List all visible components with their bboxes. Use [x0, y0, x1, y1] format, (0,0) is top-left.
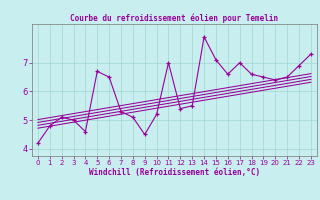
Title: Courbe du refroidissement éolien pour Temelin: Courbe du refroidissement éolien pour Te…: [70, 14, 278, 23]
X-axis label: Windchill (Refroidissement éolien,°C): Windchill (Refroidissement éolien,°C): [89, 168, 260, 177]
